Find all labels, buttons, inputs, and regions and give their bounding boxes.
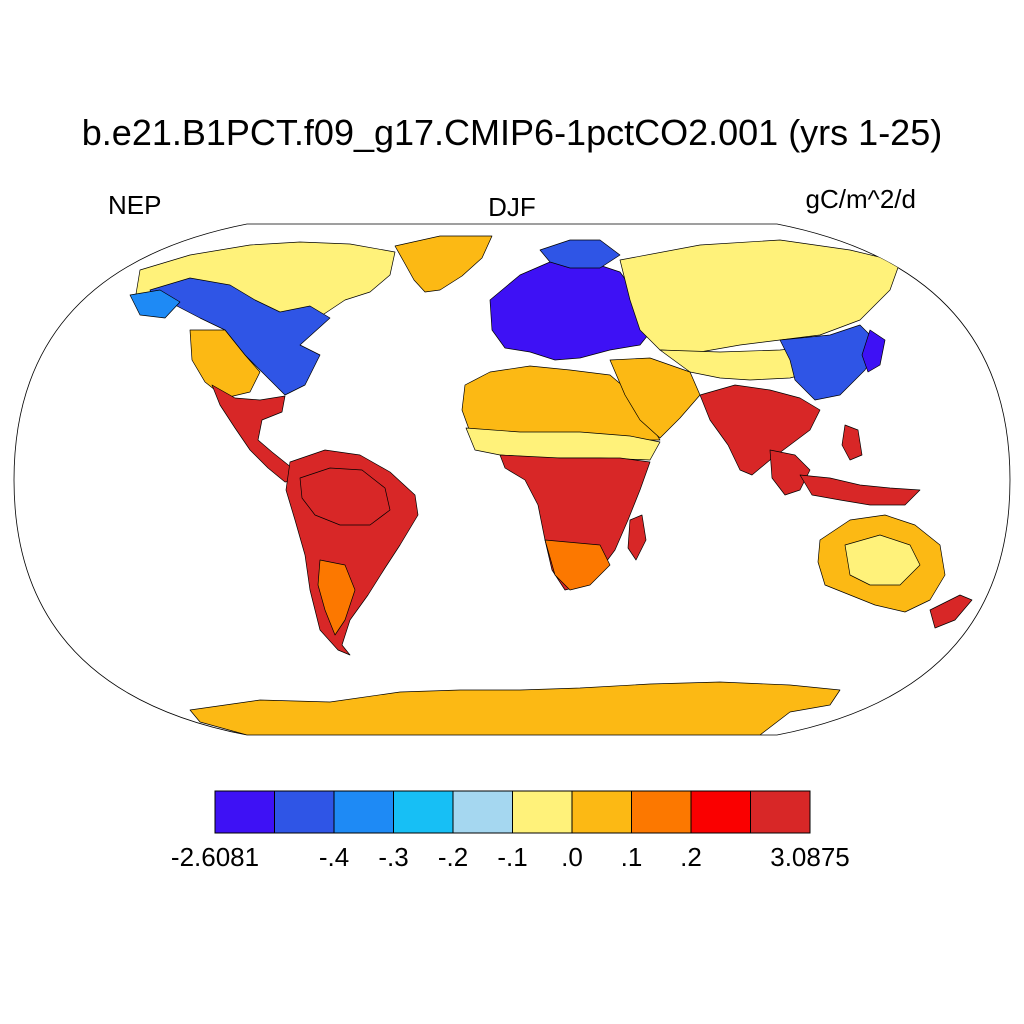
colorbar-tick-label: -.3 xyxy=(378,842,409,872)
region-east-asia xyxy=(779,324,881,401)
colorbar-tick-label: .0 xyxy=(561,842,583,872)
region-central-america xyxy=(211,384,301,483)
colorbar-tick-label: -.1 xyxy=(497,842,528,872)
colorbar-tick-label: -2.6081 xyxy=(170,842,260,872)
region-south-america-south xyxy=(317,559,356,636)
region-philippines xyxy=(841,424,863,461)
season-label: DJF xyxy=(488,192,536,222)
colorbar-box xyxy=(571,790,632,834)
colorbar-box xyxy=(750,790,811,834)
units-label: gC/m^2/d xyxy=(805,184,916,214)
colorbar-box xyxy=(631,790,692,834)
colorbar-tick-label: -.2 xyxy=(437,842,469,872)
region-middle-east xyxy=(609,357,701,439)
colorbar-tick-label: -.4 xyxy=(318,842,350,872)
variable-label: NEP xyxy=(108,190,162,220)
colorbar-box xyxy=(690,790,751,834)
region-amazon xyxy=(299,467,391,526)
region-indonesia xyxy=(799,474,921,506)
region-australia-inner xyxy=(844,534,921,586)
colorbar-box xyxy=(452,790,513,834)
region-new-zealand xyxy=(929,594,973,629)
region-antarctica xyxy=(189,681,841,735)
plot-title: b.e21.B1PCT.f09_g17.CMIP6-1pctCO2.001 (y… xyxy=(81,112,943,153)
region-siberia xyxy=(619,239,901,353)
colorbar-box xyxy=(214,790,275,834)
colorbar-box xyxy=(512,790,573,834)
region-greenland xyxy=(394,235,493,293)
colorbar-tick-label: .2 xyxy=(680,842,702,872)
region-scandinavia xyxy=(539,239,621,269)
region-north-america-boreal xyxy=(149,277,331,396)
region-alaska xyxy=(129,289,181,319)
colorbar-tick-label: 3.0875 xyxy=(770,842,850,872)
colorbar-box xyxy=(274,790,335,834)
region-japan xyxy=(861,329,886,373)
colorbar-box xyxy=(333,790,394,834)
region-south-asia xyxy=(699,384,821,476)
region-africa-south xyxy=(544,539,611,591)
colorbar-tick-label: .1 xyxy=(620,842,643,872)
region-southeast-asia xyxy=(769,449,811,496)
region-madagascar xyxy=(627,514,647,561)
colorbar-box xyxy=(393,790,454,834)
region-sahel xyxy=(465,427,661,461)
region-north-america-west xyxy=(189,329,261,399)
